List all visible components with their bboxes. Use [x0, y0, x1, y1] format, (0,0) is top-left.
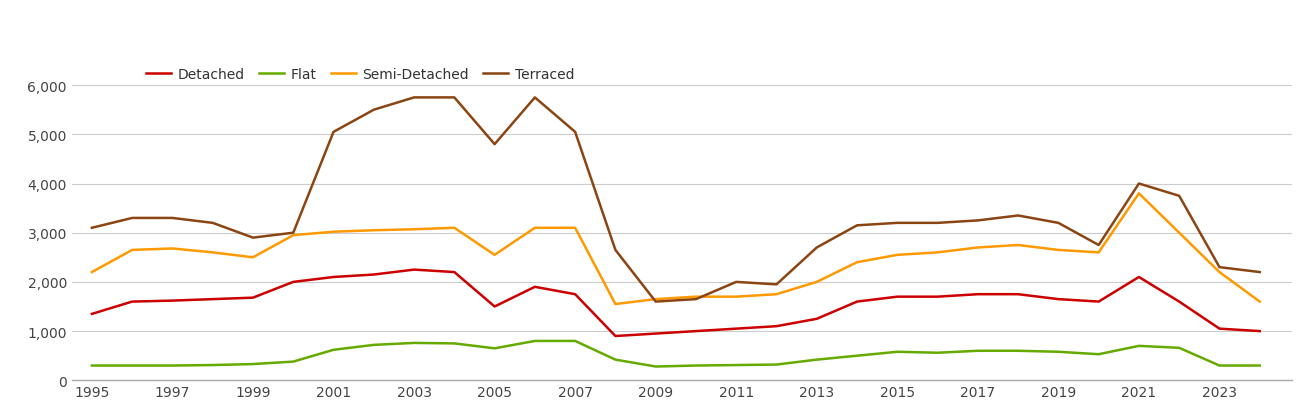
Legend: Detached, Flat, Semi-Detached, Terraced: Detached, Flat, Semi-Detached, Terraced [146, 68, 574, 82]
